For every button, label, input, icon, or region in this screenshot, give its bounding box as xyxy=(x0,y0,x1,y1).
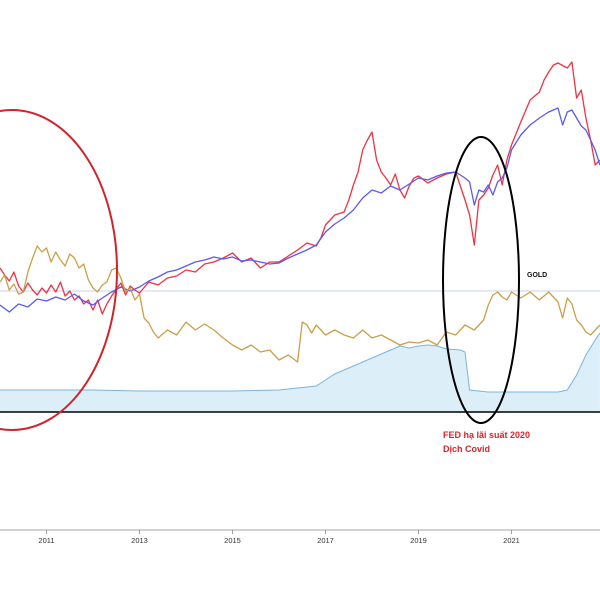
annotation-line-1: FED hạ lãi suất 2020 xyxy=(443,430,530,440)
black-highlight-ellipse xyxy=(442,136,520,424)
x-tick-label-3: 2017 xyxy=(317,536,334,545)
line-series-layer xyxy=(0,61,600,363)
area-fill-3 xyxy=(0,333,600,412)
x-tick-label-4: 2019 xyxy=(410,536,427,545)
gold-label: GOLD xyxy=(527,272,547,279)
x-tick-label-0: 2011 xyxy=(38,536,54,545)
area-series-layer xyxy=(0,332,600,412)
red-highlight-ellipse xyxy=(0,109,118,431)
x-axis-ticks: 2011 2013 2015 2017 2019 2021 xyxy=(38,530,520,545)
x-tick-label-2: 2015 xyxy=(224,536,241,545)
series-line-2 xyxy=(0,245,600,363)
area-line-3 xyxy=(0,332,600,393)
x-tick-label-5: 2021 xyxy=(503,536,520,545)
x-tick-label-1: 2013 xyxy=(131,536,148,545)
series-line-1 xyxy=(0,107,600,313)
annotation-line-2: Dịch Covid xyxy=(443,444,490,454)
